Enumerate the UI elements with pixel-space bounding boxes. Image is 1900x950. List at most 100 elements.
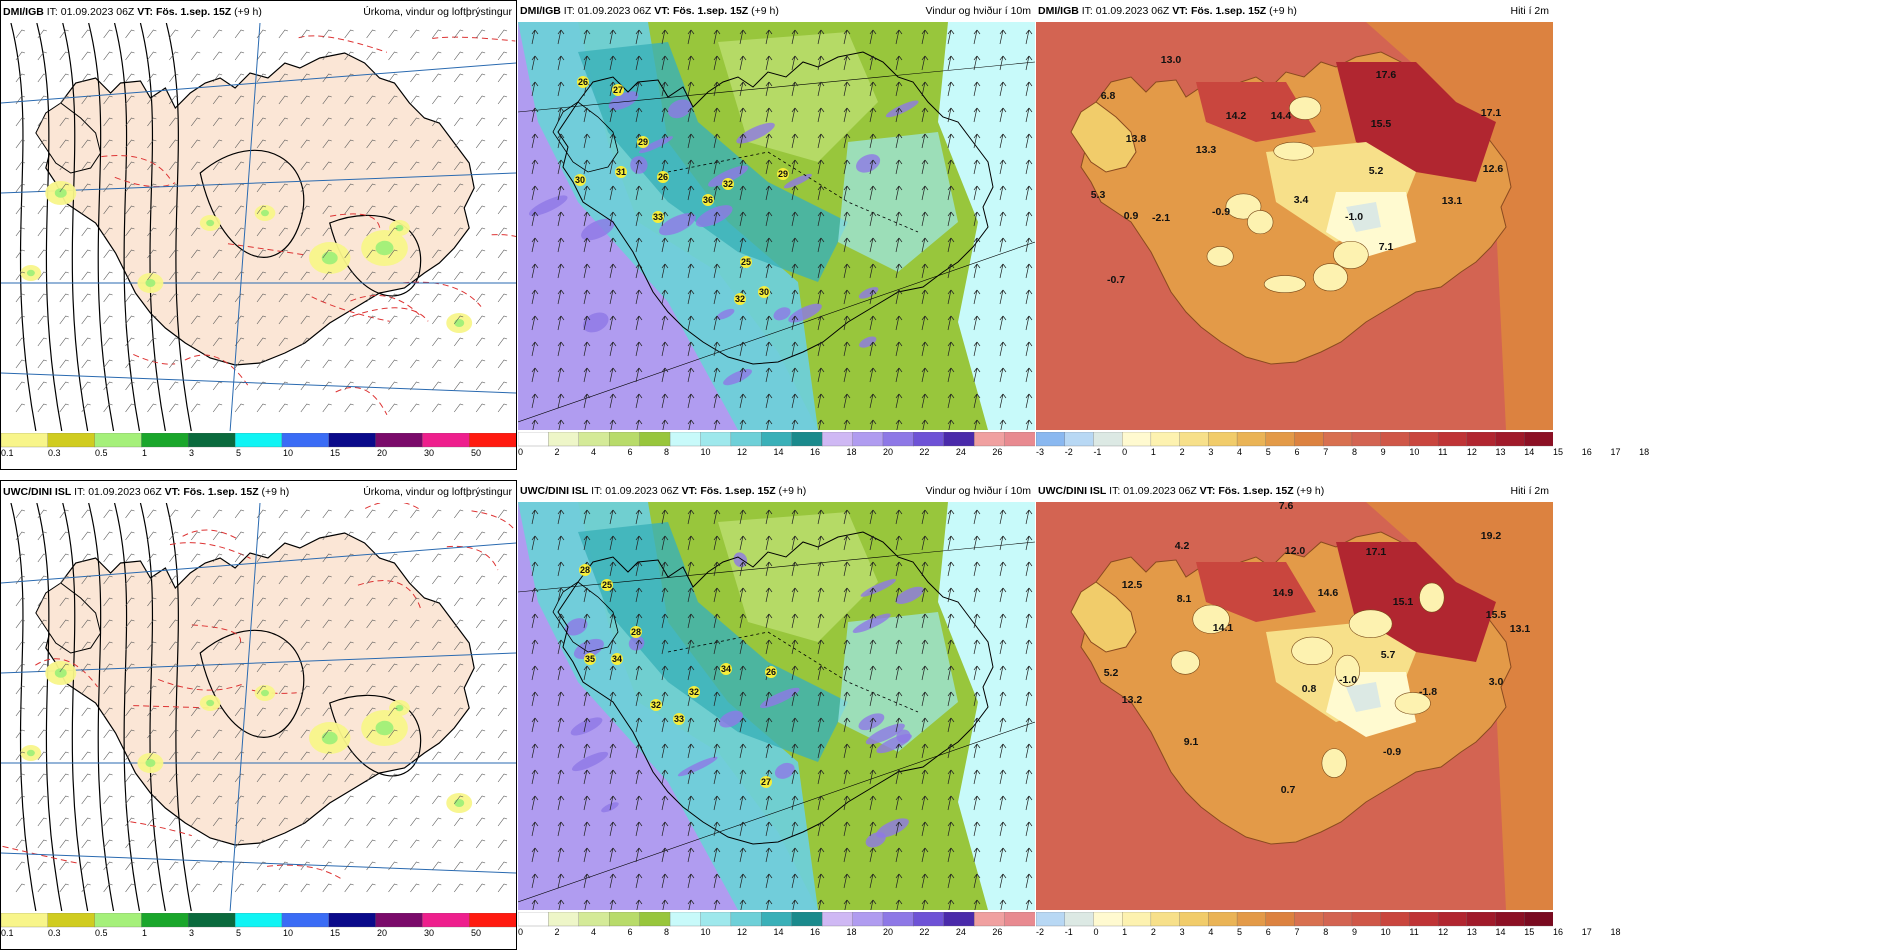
colorbar-swatch [47, 913, 96, 928]
panel-header: UWC/DINI ISL IT: 01.09.2023 06Z VT: Fös.… [1036, 480, 1553, 502]
forecast-panel-p5: UWC/DINI ISL IT: 01.09.2023 06Z VT: Fös.… [518, 480, 1035, 950]
temperature-value: 0.7 [1281, 784, 1296, 796]
temperature-value: 15.5 [1486, 609, 1507, 621]
gust-marker [758, 286, 770, 298]
panel-title: Vindur og hviður í 10m [925, 5, 1031, 17]
colorbar-swatch [1351, 432, 1382, 447]
colorbar-tick-label: 10 [700, 927, 711, 937]
colorbar-swatch [188, 433, 236, 448]
gust-value: 28 [580, 565, 590, 575]
colorbar-swatch [1, 913, 49, 928]
panel-title: Hiti í 2m [1510, 5, 1549, 17]
it-value: 01.09.2023 06Z [60, 6, 135, 18]
colorbar-swatch [943, 432, 975, 447]
lead-time: (+9 h) [751, 5, 779, 17]
colorbar-tick-label: 15 [330, 448, 341, 458]
model-name: UWC/DINI ISL [3, 486, 72, 498]
map-precip [1, 23, 516, 431]
colorbar-tick-label: 16 [1581, 447, 1592, 457]
colorbar-tick-label: 20 [377, 928, 388, 938]
colorbar-swatch [1323, 432, 1353, 447]
colorbar-swatch [1524, 912, 1553, 927]
panel-header: UWC/DINI ISL IT: 01.09.2023 06Z VT: Fös.… [1, 481, 516, 503]
vt-label: VT: [654, 5, 671, 17]
colorbar-tick-label: 5 [236, 928, 242, 938]
temperature-value: 17.1 [1366, 546, 1387, 558]
colorbar-tick-label: 0 [1093, 927, 1099, 937]
gust-marker [584, 653, 596, 665]
vt-value: Fös. 1.sep. 15Z [183, 486, 259, 498]
temperature-value: 13.3 [1196, 144, 1217, 156]
colorbar-swatch [1380, 912, 1411, 927]
colorbar-swatch [791, 432, 823, 447]
panel-run-info: UWC/DINI ISL IT: 01.09.2023 06Z VT: Fös.… [1038, 480, 1324, 502]
temperature-value: -0.9 [1212, 206, 1230, 218]
gust-marker [657, 171, 669, 183]
vt-label: VT: [1172, 5, 1189, 17]
colorbar-svg [1, 913, 516, 928]
colorbar-swatch [1208, 432, 1238, 447]
colorbar-swatch [730, 432, 762, 447]
temperature-value: 0.8 [1302, 683, 1317, 695]
gust-value: 27 [613, 85, 623, 95]
it-value: 01.09.2023 06Z [605, 485, 679, 497]
colorbar-swatch [1466, 432, 1497, 447]
colorbar-svg [1036, 912, 1553, 927]
colorbar-swatch [518, 912, 550, 927]
colorbar-swatch [1004, 912, 1035, 927]
vt-value: Fös. 1.sep. 15Z [672, 5, 749, 17]
colorbar-tick-label: 13 [1495, 447, 1506, 457]
colorbar-tick-label: 7 [1294, 927, 1300, 937]
colorbar-tick-label: 15 [1524, 927, 1535, 937]
gust-marker [574, 174, 586, 186]
colorbar-swatch [1064, 912, 1095, 927]
colorbar-swatch [1236, 912, 1267, 927]
lead-time: (+9 h) [778, 485, 807, 497]
colorbar-swatch [669, 432, 702, 447]
temperature-value: -1.8 [1419, 686, 1437, 698]
colorbar-tick-label: 3 [1179, 927, 1185, 937]
colorbar-swatch [1265, 912, 1296, 927]
colorbar-tick-label: 0 [1122, 447, 1128, 457]
forecast-panel-p3: DMI/IGB IT: 01.09.2023 06Z VT: Fös. 1.se… [1036, 0, 1649, 470]
colorbar-tick-label: 1 [142, 448, 148, 458]
colorbar-swatch [1351, 912, 1382, 927]
it-label: IT: [591, 485, 603, 497]
temperature-value: 6.8 [1101, 90, 1116, 102]
vt-value: Fös. 1.sep. 15Z [700, 485, 776, 497]
colorbar-svg [518, 432, 1035, 447]
colorbar-tick-label: 3 [1208, 447, 1214, 457]
colorbar-tick-label: 0 [518, 447, 524, 457]
colorbar-swatch [578, 912, 610, 927]
colorbar-tick-label: 5 [1237, 927, 1243, 937]
gust-value: 28 [631, 627, 641, 637]
temperature-value: 12.5 [1122, 579, 1143, 591]
temperature-value: 8.1 [1177, 593, 1192, 605]
colorbar-swatch [1150, 912, 1181, 927]
colorbar-swatch [281, 913, 330, 928]
colorbar-tick-label: 22 [919, 927, 930, 937]
colorbar-swatch [1409, 432, 1439, 447]
panel-header: DMI/IGB IT: 01.09.2023 06Z VT: Fös. 1.se… [1, 1, 516, 23]
gust-value: 29 [638, 137, 648, 147]
gust-marker [612, 84, 624, 96]
temperature-value: 17.1 [1481, 107, 1502, 119]
map-temp: 7.6 4.2 12.0 17.1 19.2 12.5 8.1 14.9 14.6 15.1 15.… [1036, 502, 1553, 910]
colorbar-tick-label: 16 [809, 447, 820, 457]
colorbar-tick-label: 14 [1495, 927, 1506, 937]
gust-value: 25 [602, 580, 612, 590]
colorbar-tick-label: 2 [1150, 927, 1156, 937]
colorbar [1036, 432, 1553, 454]
map-canvas: 26 27 29 30 31 26 32 29 36 33 25 32 30 [518, 22, 1035, 430]
model-name: DMI/IGB [3, 6, 44, 18]
colorbar-swatch [141, 913, 189, 928]
colorbar-tick-label: 6 [1265, 927, 1271, 937]
colorbar [518, 432, 1035, 454]
colorbar-swatch [281, 433, 330, 448]
colorbar-tick-label: 10 [1380, 927, 1391, 937]
gust-marker [652, 211, 664, 223]
colorbar-swatch [1437, 432, 1468, 447]
colorbar-tick-label: 14 [1524, 447, 1535, 457]
colorbar-tick-label: 10 [283, 448, 294, 458]
colorbar-tick-label: 1 [1122, 927, 1128, 937]
